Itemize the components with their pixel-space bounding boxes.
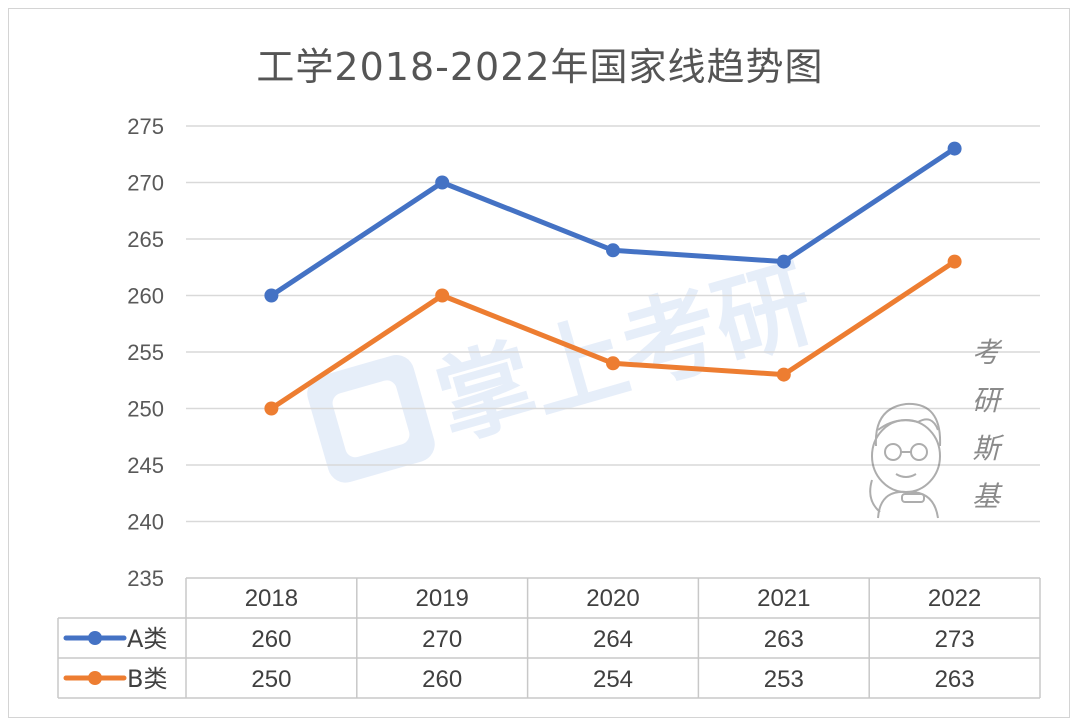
- y-axis-ticks: 235 240 245 250 255 260 265 270 275: [127, 114, 164, 591]
- data-point: [264, 288, 279, 303]
- watermark-char: 斯: [972, 432, 1005, 465]
- y-tick-label: 245: [127, 453, 164, 478]
- grid-layer: [186, 125, 1040, 523]
- data-table-value: 264: [593, 626, 633, 653]
- data-table-value: 253: [764, 666, 804, 693]
- legend-marker: [88, 631, 102, 645]
- legend-label: A类: [127, 625, 167, 653]
- data-point: [947, 254, 962, 269]
- data-point: [947, 141, 962, 156]
- data-table-value: 260: [422, 666, 462, 693]
- legend-label: B类: [127, 665, 167, 693]
- data-table-value: 270: [422, 626, 462, 653]
- y-tick-label: 240: [127, 510, 164, 535]
- data-table-value: 263: [764, 626, 804, 653]
- watermark-char: 基: [972, 480, 1003, 513]
- data-point: [264, 401, 279, 416]
- mascot-watermark: [869, 402, 942, 519]
- series-layer: [264, 141, 962, 416]
- watermark-char: 研: [972, 384, 1004, 417]
- data-point: [435, 175, 450, 190]
- watermark-logo-text: 掌上考研: [425, 247, 825, 461]
- x-tick-label: 2019: [416, 585, 469, 612]
- data-point: [606, 356, 620, 371]
- y-tick-label: 255: [127, 340, 164, 365]
- series-line: [268, 146, 958, 298]
- y-tick-label: 265: [127, 227, 164, 252]
- data-point: [435, 288, 450, 303]
- data-table: 2018 2019 2020 2021 2022 A类 260 270 264 263 273 B类 2…: [57, 577, 1041, 699]
- data-point: [776, 367, 791, 382]
- y-tick-label: 260: [127, 284, 164, 309]
- y-tick-label: 235: [127, 566, 164, 591]
- watermark-char: 考: [972, 336, 1003, 369]
- x-tick-label: 2020: [586, 585, 639, 612]
- y-tick-label: 250: [127, 397, 164, 422]
- legend-marker: [88, 671, 102, 685]
- data-point: [606, 243, 620, 258]
- chart-title: 工学2018-2022年国家线趋势图: [256, 45, 824, 89]
- watermark-logo: 掌上考研: [307, 247, 825, 483]
- x-tick-label: 2022: [928, 585, 981, 612]
- data-point: [776, 254, 791, 269]
- y-tick-label: 270: [127, 171, 164, 196]
- data-table-value: 254: [593, 666, 633, 693]
- x-tick-label: 2021: [757, 585, 810, 612]
- x-tick-label: 2018: [245, 585, 298, 612]
- data-table-value: 273: [935, 626, 975, 653]
- data-table-value: 263: [935, 666, 975, 693]
- y-tick-label: 275: [127, 114, 164, 139]
- data-table-value: 250: [251, 666, 291, 693]
- data-table-value: 260: [251, 626, 291, 653]
